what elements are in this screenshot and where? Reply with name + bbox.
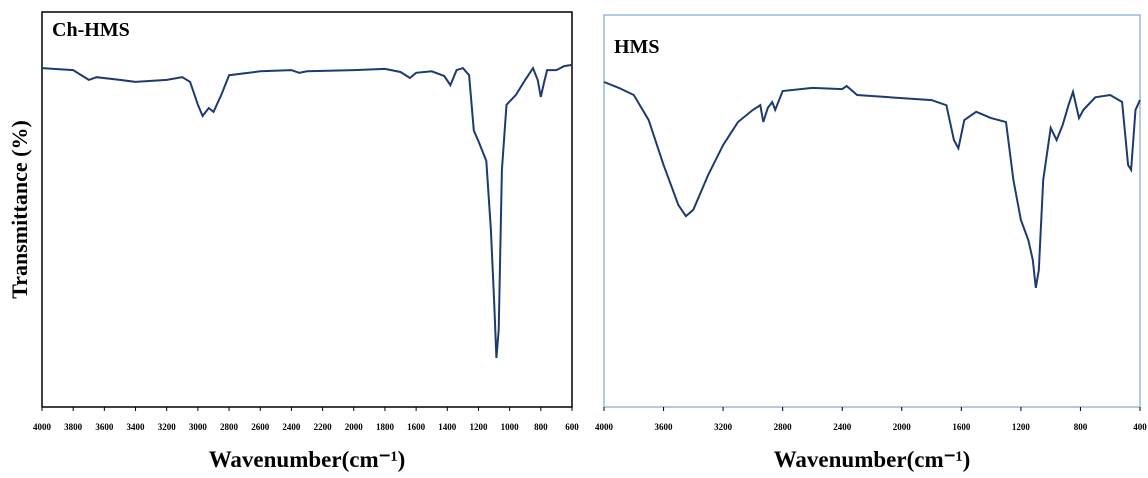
spectrum-line [603,81,1141,288]
x-tick-label: 1200 [1012,422,1031,432]
x-tick-label: 2000 [893,422,912,432]
x-tick-label: 3200 [714,422,733,432]
x-tick-label: 800 [1074,422,1088,432]
x-tick-label: 400 [1133,422,1147,432]
x-axis-label: Wavenumber(cm⁻¹) [774,447,971,472]
x-tick-label: 1600 [407,422,426,432]
spectrum-line [41,63,573,359]
x-tick-label: 2600 [251,422,270,432]
x-tick-label: 3600 [95,422,114,432]
x-tick-label: 1200 [469,422,488,432]
x-tick-label: 1400 [438,422,457,432]
x-tick-label: 3600 [655,422,674,432]
x-tick-label: 600 [565,422,579,432]
x-tick-label: 800 [534,422,548,432]
x-tick-label: 4000 [33,422,52,432]
x-tick-label: 2800 [220,422,239,432]
plot-frame [41,11,573,408]
x-tick-label: 3000 [189,422,208,432]
x-tick-label: 3200 [158,422,177,432]
plot-frame [603,14,1141,408]
panel-title: Ch-HMS [52,19,130,41]
x-tick-label: 1000 [501,422,520,432]
x-axis-label: Wavenumber(cm⁻¹) [209,447,406,472]
x-tick-label: 1600 [952,422,971,432]
x-tick-label: 3800 [64,422,83,432]
panel-title: HMS [614,36,660,58]
x-tick-label: 3400 [127,422,146,432]
y-axis-label: Transmittance (%) [7,120,32,299]
x-tick-label: 2000 [345,422,364,432]
x-tick-label: 2200 [314,422,333,432]
x-tick-label: 2400 [282,422,301,432]
x-tick-label: 4000 [595,422,614,432]
x-tick-label: 1800 [376,422,395,432]
x-tick-label: 2400 [833,422,852,432]
x-tick-label: 2800 [774,422,793,432]
